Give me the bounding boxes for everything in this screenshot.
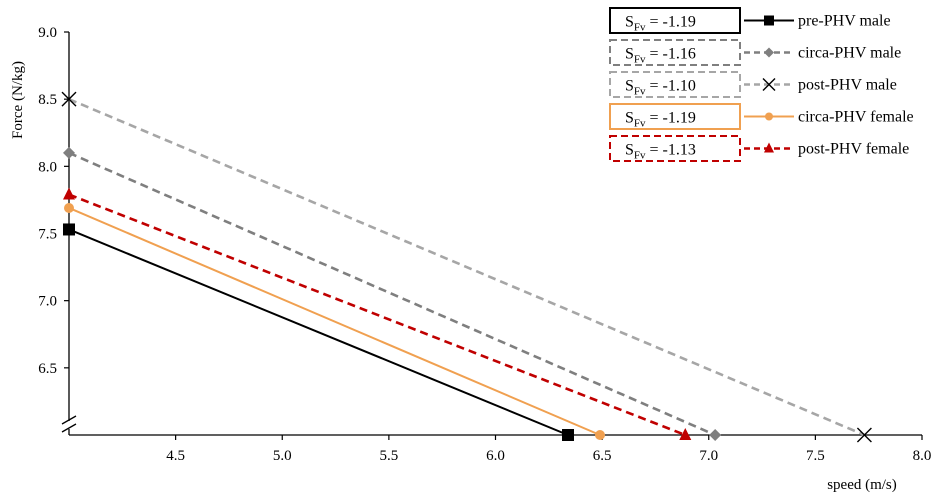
y-tick-label: 9.0 <box>38 25 57 41</box>
series-post-phv-male <box>61 91 872 443</box>
series-line <box>68 151 716 437</box>
x-tick-label: 6.5 <box>593 448 612 464</box>
x-tick-label: 7.0 <box>699 448 718 464</box>
data-point <box>594 430 605 440</box>
data-point <box>856 427 872 443</box>
series-line <box>68 97 865 437</box>
legend-marker <box>762 78 776 91</box>
axes: 6.5 7.0 7.5 8.0 8.5 9.0 4.5 5.0 5.5 6.0 6.5 7.0 7.5 8… <box>38 25 931 464</box>
legend-marker <box>764 142 774 153</box>
slope-label: SFv = -1.16 <box>625 46 696 66</box>
slope-box <box>609 39 741 66</box>
legend-marker <box>764 15 774 26</box>
series-line <box>68 228 569 436</box>
y-axis-label: Force (N/kg) <box>10 61 26 139</box>
series-line <box>68 193 686 437</box>
legend-item: SFv = -1.19 circa-PHV female <box>609 103 914 130</box>
x-tick-label: 7.5 <box>806 448 825 464</box>
slope-label: SFv = -1.13 <box>625 142 696 162</box>
data-point <box>679 428 692 440</box>
data-point <box>63 146 75 159</box>
series-layer <box>61 91 872 443</box>
series-circa-phv-male <box>63 146 722 441</box>
legend-item: SFv = -1.10 post-PHV male <box>609 71 897 98</box>
data-point <box>63 223 75 236</box>
y-tick-label: 6.5 <box>38 361 57 377</box>
legend-item: SFv = -1.19 pre-PHV male <box>609 7 891 34</box>
legend: SFv = -1.19 pre-PHV male SFv = -1.16 circa-… <box>609 7 914 162</box>
slope-label: SFv = -1.19 <box>625 110 696 130</box>
slope-box <box>609 135 741 162</box>
slope-box <box>609 103 741 130</box>
legend-label: circa-PHV male <box>798 45 901 62</box>
x-tick-label: 6.0 <box>486 448 505 464</box>
slope-label: SFv = -1.19 <box>625 14 696 34</box>
series-post-phv-female <box>63 187 692 440</box>
slope-box <box>609 71 741 98</box>
y-tick-label: 7.5 <box>38 227 57 243</box>
data-point <box>64 202 74 213</box>
marker-stroke <box>856 427 872 443</box>
legend-label: pre-PHV male <box>798 13 891 30</box>
marker-stroke <box>61 91 77 107</box>
legend-label: post-PHV male <box>798 77 897 94</box>
legend-marker <box>765 112 773 121</box>
x-tick-label: 5.0 <box>273 448 292 464</box>
legend-marker <box>764 47 774 58</box>
y-tick-label: 8.5 <box>38 92 57 108</box>
x-tick-label: 4.5 <box>166 448 185 464</box>
axis-break-mark <box>61 423 77 433</box>
data-point <box>709 429 722 441</box>
x-axis-label: speed (m/s) <box>827 477 897 493</box>
legend-item: SFv = -1.16 circa-PHV male <box>609 39 901 66</box>
series-pre-phv-male <box>63 223 575 441</box>
x-tick-label: 8.0 <box>913 448 932 464</box>
y-tick-label: 7.0 <box>38 294 57 310</box>
axis-break-mark <box>61 415 77 425</box>
series-circa-phv-female <box>64 202 605 440</box>
slope-box <box>609 7 741 34</box>
data-point <box>63 187 75 200</box>
slope-label: SFv = -1.10 <box>625 78 696 98</box>
marker-stroke <box>762 78 776 91</box>
legend-label: post-PHV female <box>798 141 909 158</box>
y-tick-label: 8.0 <box>38 159 57 175</box>
data-point <box>562 429 575 441</box>
series-line <box>68 207 601 436</box>
legend-item: SFv = -1.13 post-PHV female <box>609 135 909 162</box>
x-tick-label: 5.5 <box>380 448 399 464</box>
legend-label: circa-PHV female <box>798 109 914 126</box>
data-point <box>61 91 77 107</box>
